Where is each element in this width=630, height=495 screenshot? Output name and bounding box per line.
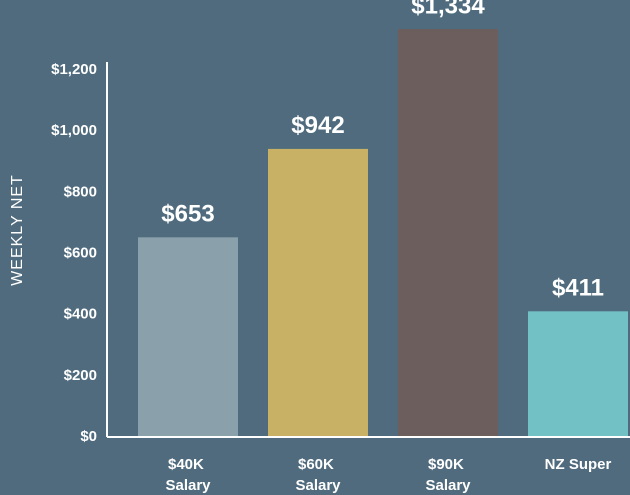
y-axis-label: WEEKLY NET bbox=[9, 174, 26, 286]
x-tick-label: $60K Salary bbox=[295, 456, 341, 494]
x-tick-label: NZ Super bbox=[545, 456, 612, 473]
data-label: $411 bbox=[552, 275, 604, 302]
data-label: $653 bbox=[161, 201, 214, 228]
y-tick-label: $1,000 bbox=[51, 122, 97, 139]
data-label: $942 bbox=[291, 112, 344, 139]
x-tick-label: $40K Salary bbox=[165, 456, 211, 494]
y-tick-label: $1,200 bbox=[51, 61, 97, 78]
bar bbox=[268, 148, 368, 437]
y-tick-label: $800 bbox=[64, 183, 97, 200]
y-tick-label: $600 bbox=[64, 244, 97, 261]
y-tick-label: $200 bbox=[64, 367, 97, 384]
y-tick-label: $0 bbox=[80, 428, 97, 445]
data-label: $1,334 bbox=[411, 0, 485, 19]
y-tick-label: $400 bbox=[64, 306, 97, 323]
bar bbox=[528, 311, 628, 437]
bar bbox=[138, 237, 238, 437]
x-tick-label: $90K Salary bbox=[425, 456, 471, 494]
bar bbox=[398, 29, 498, 437]
